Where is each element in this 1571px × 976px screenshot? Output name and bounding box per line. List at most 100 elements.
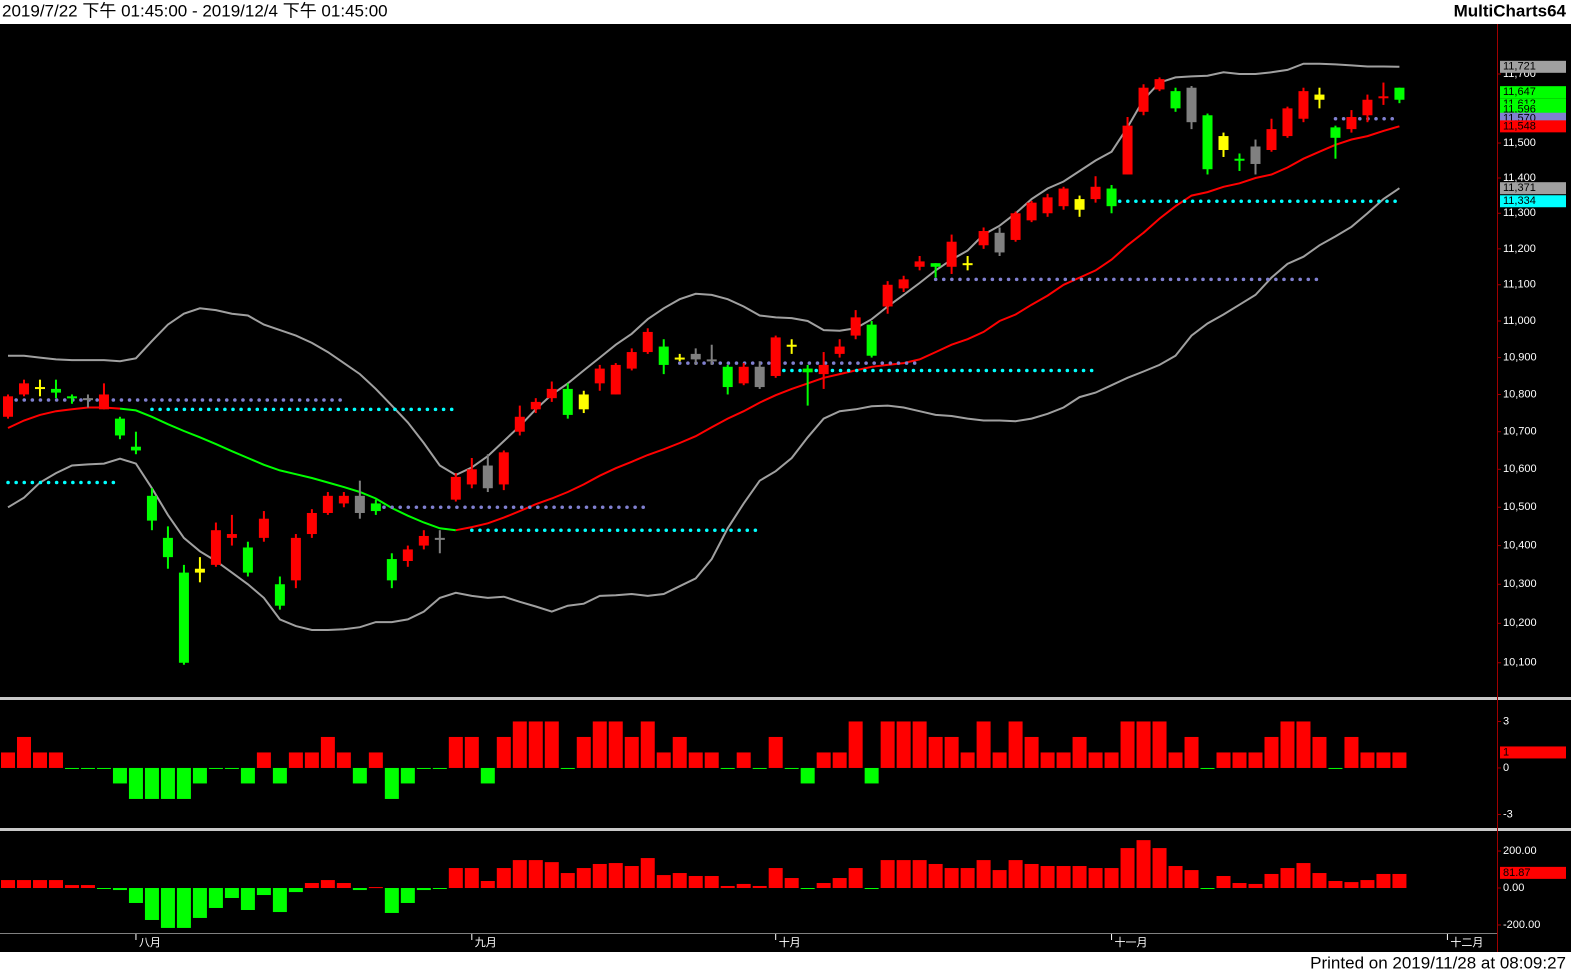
bar: [512, 721, 527, 768]
y-tick-label: 10,900: [1503, 351, 1537, 363]
candle-body: [754, 366, 765, 388]
candle-body: [226, 534, 237, 538]
candle-body: [1346, 116, 1357, 130]
bar: [656, 752, 671, 768]
bar: [1312, 873, 1327, 889]
candle-body: [642, 331, 653, 353]
bar: [960, 752, 975, 768]
bar: [1024, 863, 1039, 889]
candle-body: [242, 547, 253, 573]
candle-body: [1170, 91, 1181, 109]
bar: [992, 752, 1007, 768]
bar: [144, 888, 159, 920]
bar: [1136, 721, 1151, 768]
bar: [288, 752, 303, 768]
candle-body: [178, 572, 189, 663]
candle-body: [386, 559, 397, 581]
y-tick-label: 10,400: [1503, 539, 1537, 551]
candle-body: [514, 416, 525, 432]
price-marker-label: 81.87: [1503, 867, 1531, 879]
bar: [320, 736, 335, 768]
bar: [704, 752, 719, 768]
candle-body: [82, 398, 93, 401]
candle-body: [162, 537, 173, 558]
candle-body: [114, 418, 125, 436]
bar: [192, 888, 207, 918]
bar: [368, 887, 383, 889]
bar: [48, 752, 63, 768]
candle-body: [978, 231, 989, 246]
candle-body: [1122, 125, 1133, 175]
bar: [928, 863, 943, 889]
bar: [336, 883, 351, 889]
bar: [1232, 883, 1247, 889]
candle-body: [594, 368, 605, 384]
bar: [992, 870, 1007, 889]
bar: [720, 885, 735, 889]
candle-body: [1394, 87, 1405, 100]
bar: [336, 752, 351, 768]
bar: [640, 721, 655, 768]
bar: [112, 767, 127, 784]
bar: [128, 888, 143, 903]
bar: [768, 868, 783, 889]
bar: [1328, 767, 1343, 769]
bar: [224, 767, 239, 769]
y-tick-label: 11,400: [1503, 172, 1536, 184]
bar: [688, 752, 703, 768]
candle-body: [418, 535, 429, 546]
bar: [1040, 866, 1055, 889]
bar: [1360, 752, 1375, 768]
candle-body: [786, 344, 797, 347]
candle-body: [402, 549, 413, 561]
bar: [624, 736, 639, 768]
bar: [640, 858, 655, 889]
bar: [16, 880, 31, 889]
bar: [432, 888, 447, 890]
bar: [1312, 736, 1327, 768]
candle-body: [834, 346, 845, 354]
bar: [944, 736, 959, 768]
bar: [448, 868, 463, 889]
bar: [304, 752, 319, 768]
price-marker-label: 11,721: [1503, 61, 1536, 73]
candle-body: [1138, 87, 1149, 112]
bar: [1392, 873, 1407, 889]
bar: [848, 868, 863, 889]
candle-body: [1186, 87, 1197, 123]
candle-body: [706, 359, 717, 362]
chart-background: [0, 24, 1571, 952]
bar: [672, 736, 687, 768]
price-marker-label: 11,647: [1503, 86, 1536, 98]
date-range: 2019/7/22 下午 01:45:00 - 2019/12/4 下午 01:…: [2, 1, 388, 20]
candle-body: [738, 366, 749, 384]
bar: [496, 868, 511, 889]
bar: [608, 863, 623, 889]
candle-body: [434, 537, 445, 540]
bar: [496, 736, 511, 768]
bar: [448, 736, 463, 768]
candle-body: [290, 537, 301, 581]
bar: [1376, 873, 1391, 889]
candle-body: [1202, 115, 1213, 170]
bar: [1248, 883, 1263, 889]
candle-body: [610, 364, 621, 395]
candle-body: [1058, 188, 1069, 207]
bar: [976, 860, 991, 889]
candle-body: [1026, 202, 1037, 221]
bar: [1120, 721, 1135, 768]
bar: [64, 767, 79, 769]
candle-body: [1234, 158, 1245, 161]
bar: [592, 863, 607, 889]
bar: [1136, 840, 1151, 889]
bar: [1232, 752, 1247, 768]
bar: [32, 752, 47, 768]
candle-body: [898, 279, 909, 289]
bar: [368, 752, 383, 768]
bar: [384, 767, 399, 799]
y-tick-label: 10,700: [1503, 426, 1537, 438]
bar: [1296, 721, 1311, 768]
price-marker: [1500, 195, 1566, 208]
y-tick-label: -200.00: [1503, 919, 1540, 931]
